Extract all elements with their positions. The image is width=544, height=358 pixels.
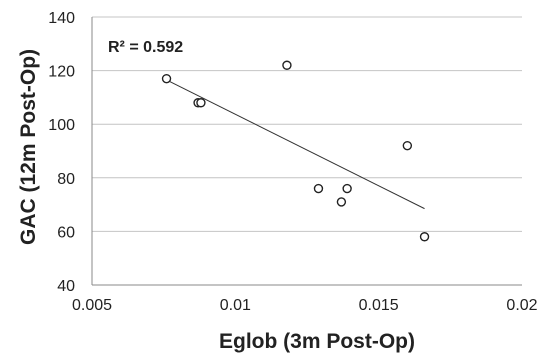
data-points [161, 60, 430, 242]
x-tick-label: 0.02 [506, 297, 537, 314]
data-point [342, 183, 352, 194]
data-point [196, 98, 206, 108]
data-point [336, 197, 347, 207]
data-point [419, 232, 430, 242]
x-tick-label: 0.015 [359, 297, 399, 314]
y-tick-label: 40 [57, 278, 75, 295]
y-tick-label: 60 [57, 224, 75, 241]
y-tick-label: 140 [48, 10, 75, 27]
trend-line [166, 79, 425, 210]
y-axis-title: GAC (12m Post-Op) [17, 49, 40, 245]
gridlines [92, 16, 522, 232]
x-tick-label: 0.01 [220, 297, 251, 314]
y-tick-labels: 40 60 80 100 120 140 [48, 10, 75, 295]
x-tick-labels: 0.005 0.01 0.015 0.02 [72, 297, 538, 314]
data-point [313, 183, 324, 194]
data-point [402, 140, 413, 151]
x-axis-title: Eglob (3m Post-Op) [219, 330, 415, 353]
data-point [282, 60, 292, 70]
y-tick-label: 120 [48, 64, 75, 81]
r-squared-annotation: R² = 0.592 [108, 39, 183, 56]
y-tick-label: 100 [48, 117, 75, 134]
y-tick-label: 80 [57, 171, 75, 188]
data-point [161, 73, 172, 84]
x-tick-label: 0.005 [72, 297, 112, 314]
